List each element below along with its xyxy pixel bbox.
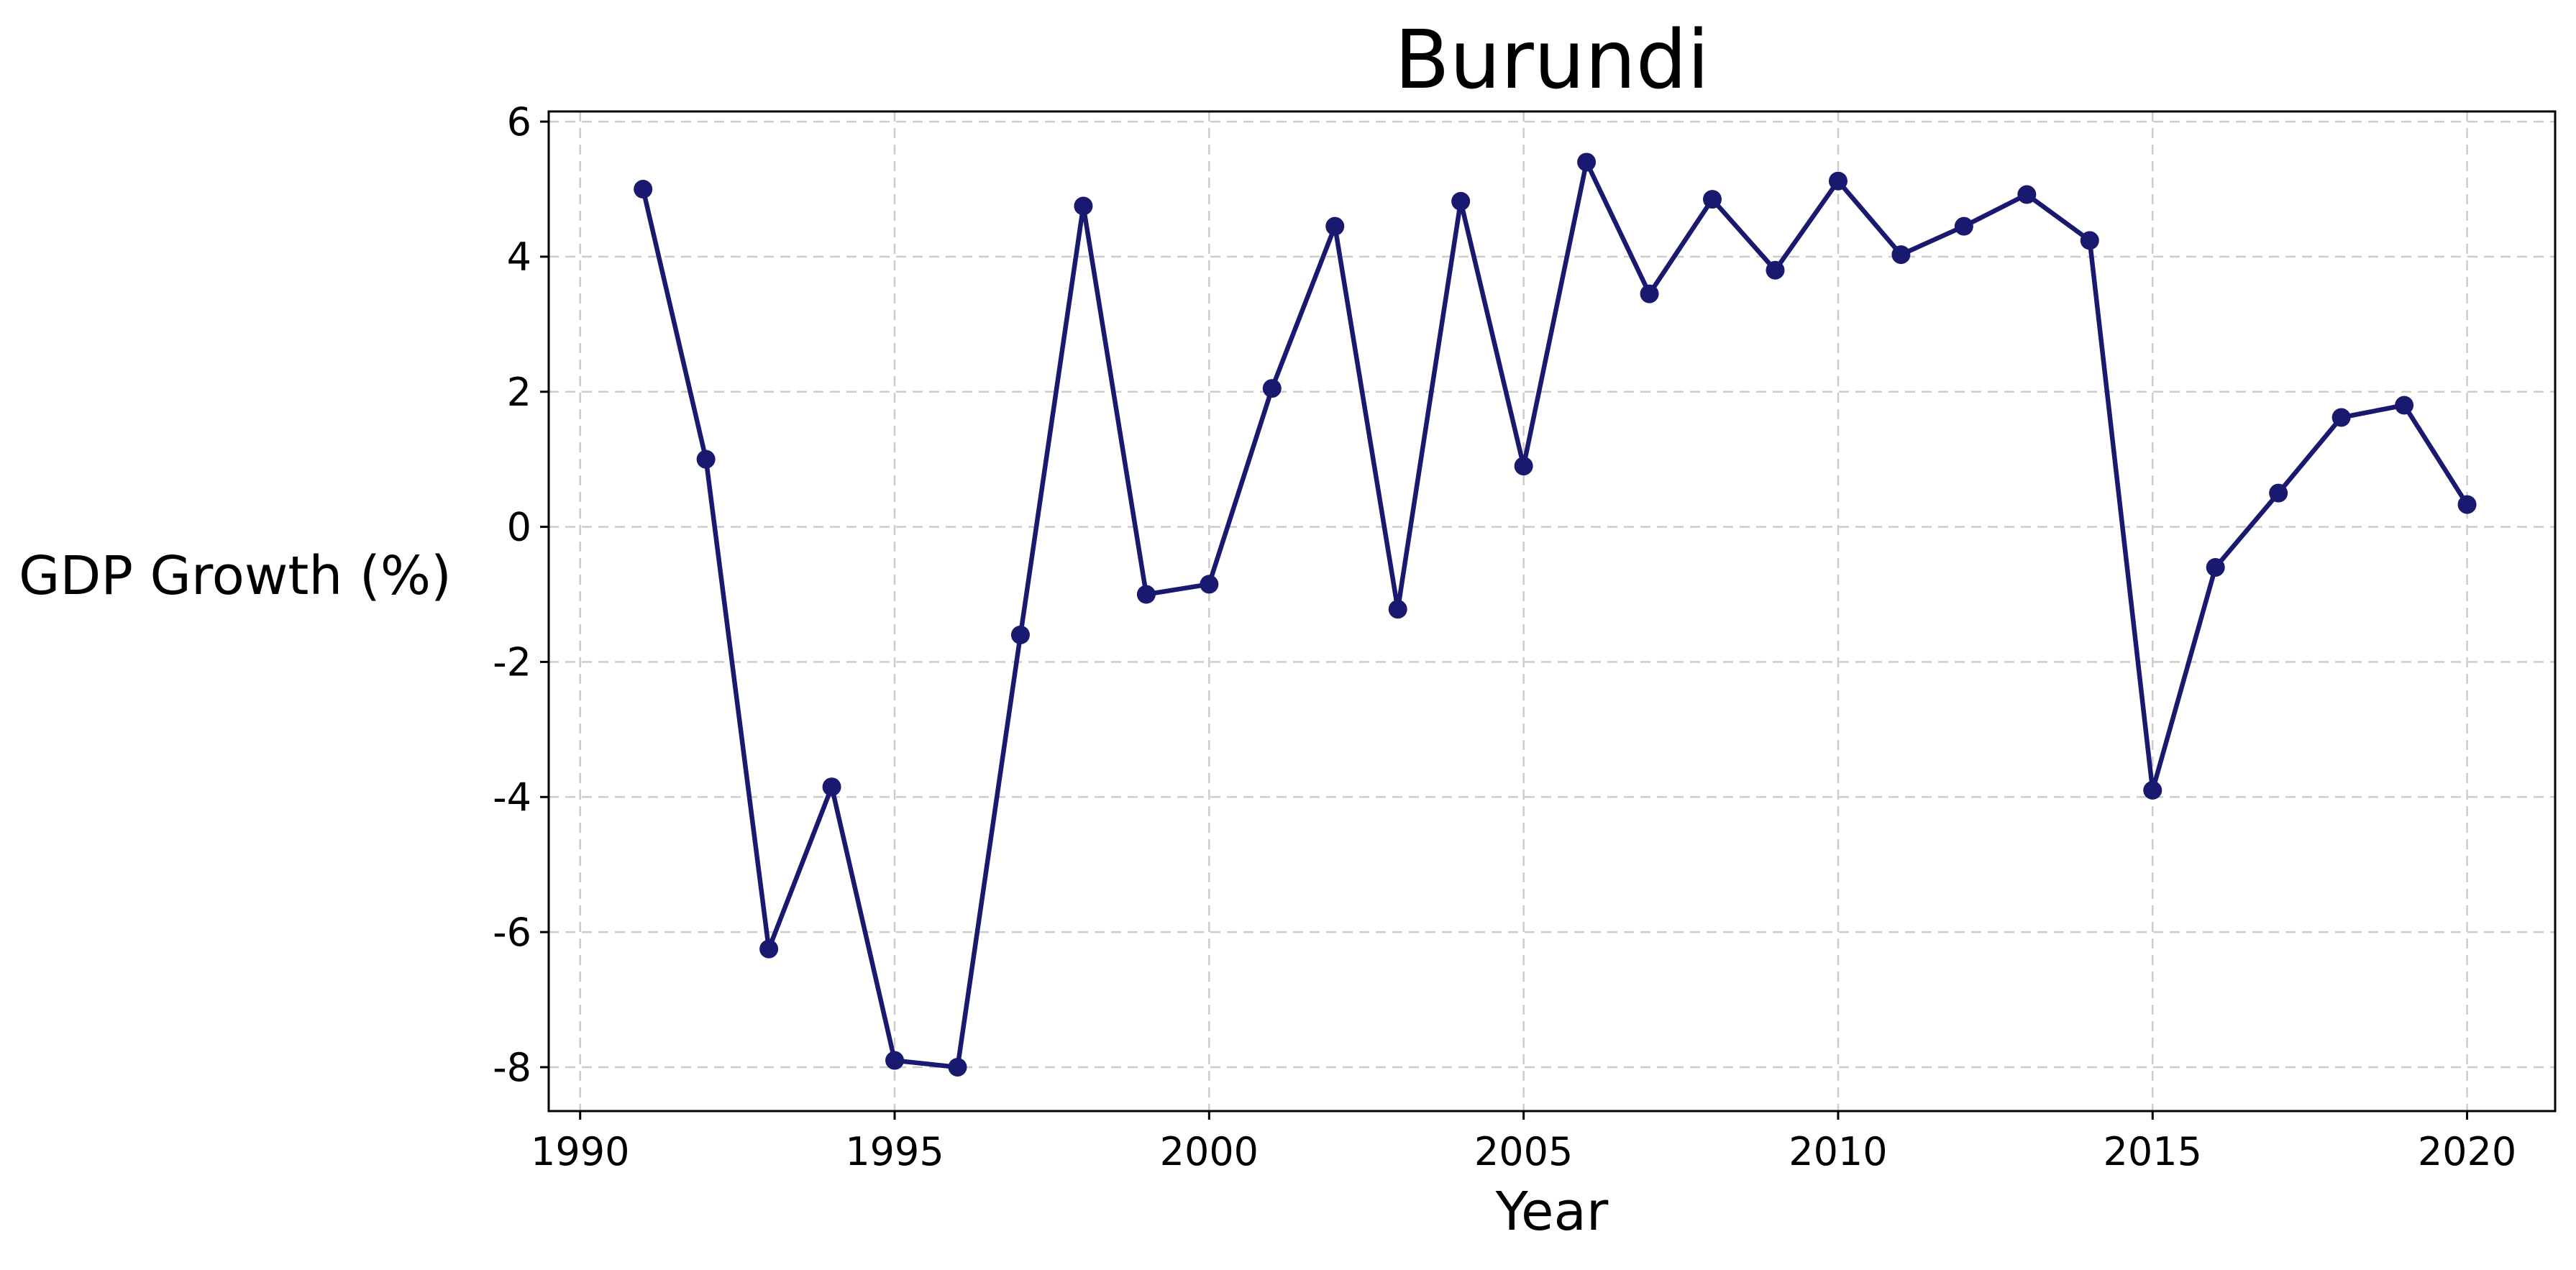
data-point-2009 <box>1766 260 1785 280</box>
y-tick-label: 6 <box>507 99 531 145</box>
data-point-2020 <box>2457 495 2477 514</box>
y-tick-label: 0 <box>507 505 531 550</box>
data-point-2004 <box>1451 191 1471 211</box>
data-point-1993 <box>759 939 779 959</box>
y-tick-label: 4 <box>507 234 531 280</box>
data-point-2014 <box>2080 231 2099 250</box>
y-tick-label: -8 <box>493 1045 531 1090</box>
data-point-2006 <box>1577 152 1597 172</box>
data-point-2001 <box>1262 379 1282 398</box>
data-point-2002 <box>1325 216 1345 236</box>
data-point-2011 <box>1891 245 1911 265</box>
data-point-2008 <box>1703 190 1722 209</box>
x-tick-label: 2010 <box>1789 1129 1887 1174</box>
plot-frame <box>547 110 2557 1113</box>
data-point-2013 <box>2017 185 2037 204</box>
data-point-2003 <box>1388 600 1407 619</box>
data-point-2000 <box>1200 575 1219 594</box>
x-axis-label: Year <box>1495 1181 1609 1243</box>
grid-layer <box>549 111 2555 1111</box>
data-point-2016 <box>2206 557 2225 577</box>
y-tick-label: 2 <box>507 370 531 415</box>
gdp-growth-line <box>641 160 2470 1070</box>
data-point-2010 <box>1828 171 1847 191</box>
y-tick-label: -4 <box>493 775 531 820</box>
data-point-1992 <box>696 449 716 469</box>
axis-layer: 1990 1995 2000 2005 2010 2015 2020 -8 -6 -4 -2 0 2 4 6 <box>493 99 2557 1174</box>
series-layer <box>634 152 2477 1077</box>
y-tick-label: -2 <box>493 639 531 685</box>
data-point-2005 <box>1514 457 1533 476</box>
x-tick-label: 1995 <box>845 1129 944 1174</box>
data-point-2017 <box>2269 483 2288 503</box>
data-point-1995 <box>885 1051 905 1070</box>
data-point-2012 <box>1954 216 1973 236</box>
data-point-1997 <box>1010 625 1030 644</box>
x-tick-label: 1990 <box>531 1129 629 1174</box>
data-point-2015 <box>2143 780 2162 800</box>
data-point-1991 <box>634 180 653 199</box>
x-tick-label: 2005 <box>1474 1129 1573 1174</box>
chart-title: Burundi <box>1394 14 1709 107</box>
y-tick-label: -6 <box>493 910 531 955</box>
data-point-2019 <box>2395 396 2414 415</box>
data-point-1994 <box>822 777 841 797</box>
data-point-1999 <box>1136 585 1156 604</box>
x-tick-label: 2020 <box>2418 1129 2516 1174</box>
data-point-1998 <box>1074 196 1093 216</box>
x-tick-label: 2000 <box>1160 1129 1259 1174</box>
data-point-1996 <box>948 1057 967 1077</box>
data-point-2018 <box>2331 408 2351 427</box>
y-axis-label: GDP Growth (%) <box>19 545 452 607</box>
x-tick-label: 2015 <box>2104 1129 2202 1174</box>
data-point-2007 <box>1640 284 1659 303</box>
